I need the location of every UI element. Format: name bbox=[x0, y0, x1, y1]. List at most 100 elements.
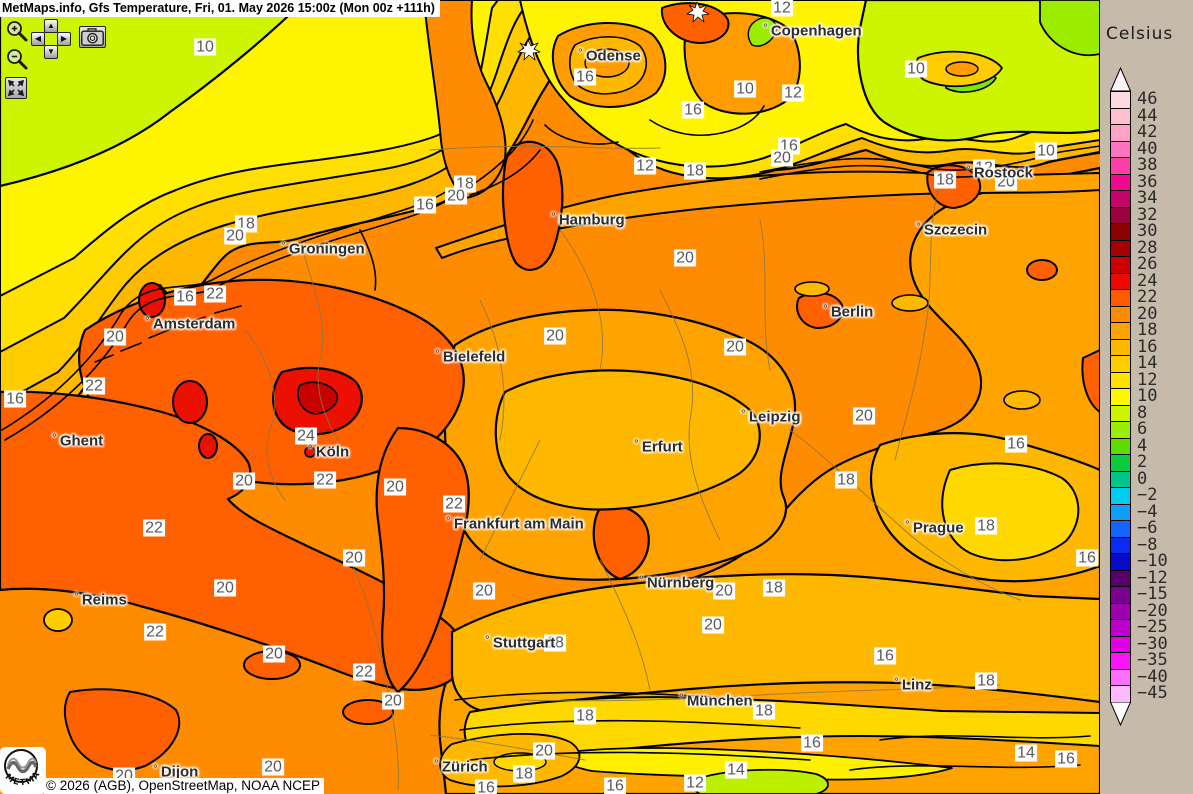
contour-label: 20 bbox=[724, 338, 746, 356]
weather-map-canvas[interactable]: 10 16 12 10 12 16 10 10 12 18 20 12 18 16 20 18 20 16 18 20… bbox=[0, 0, 1100, 794]
city-name: Hamburg bbox=[558, 211, 625, 229]
city-label: ° Köln bbox=[308, 442, 349, 461]
contour-label: 16 bbox=[801, 734, 823, 752]
contour-label: 16 bbox=[475, 779, 497, 794]
contour-label: 22 bbox=[353, 663, 375, 681]
legend-value: 38 bbox=[1137, 155, 1158, 176]
contour-label: 20 bbox=[995, 173, 1017, 191]
legend-swatch bbox=[1110, 586, 1131, 604]
legend-swatch bbox=[1110, 206, 1131, 224]
city-label: ° Bielefeld bbox=[435, 347, 505, 366]
legend-value: 46 bbox=[1137, 89, 1158, 110]
city-marker-icon: ° bbox=[74, 589, 79, 604]
contour-label: 16 bbox=[574, 68, 596, 86]
city-name: Erfurt bbox=[641, 438, 683, 456]
contour-label: 12 bbox=[782, 84, 804, 102]
legend-value: 28 bbox=[1137, 237, 1158, 258]
pan-right-button[interactable]: ▶ bbox=[57, 32, 71, 46]
legend-value: 30 bbox=[1137, 221, 1158, 242]
contour-label: 20 bbox=[533, 742, 555, 760]
zoom-in-button[interactable] bbox=[5, 19, 29, 43]
legend-swatch bbox=[1110, 503, 1131, 521]
city-marker-icon: ° bbox=[446, 513, 451, 528]
legend-swatch bbox=[1110, 602, 1131, 620]
legend-value: 32 bbox=[1137, 204, 1158, 225]
legend-value: −30 bbox=[1137, 633, 1168, 654]
contour-label: 20 bbox=[214, 579, 236, 597]
zoom-out-button[interactable] bbox=[5, 47, 29, 71]
magnifier-plus-icon bbox=[7, 21, 28, 42]
fullscreen-button[interactable] bbox=[5, 77, 27, 99]
legend-value: 16 bbox=[1137, 336, 1158, 357]
attribution: © 2026 (AGB), OpenStreetMap, NOAA NCEP bbox=[44, 778, 325, 794]
contour-label: 20 bbox=[224, 227, 246, 245]
legend-value: −4 bbox=[1137, 501, 1158, 522]
contour-label: 12 bbox=[684, 774, 706, 792]
city-marker-icon: ° bbox=[435, 346, 440, 361]
snapshot-button[interactable] bbox=[79, 26, 106, 48]
city-name: Berlin bbox=[830, 303, 874, 321]
legend-swatch bbox=[1110, 652, 1131, 670]
legend-swatch bbox=[1110, 322, 1131, 340]
legend-value: −2 bbox=[1137, 485, 1158, 506]
legend-value: 2 bbox=[1137, 452, 1148, 473]
contour-label: 16 bbox=[604, 777, 626, 794]
legend-swatch bbox=[1110, 289, 1131, 307]
city-marker-icon: ° bbox=[434, 756, 439, 771]
legend-value: 10 bbox=[1137, 386, 1158, 407]
legend-bottom-triangle bbox=[1110, 702, 1131, 726]
legend-swatch bbox=[1110, 685, 1131, 703]
contour-label: 18 bbox=[544, 634, 566, 652]
city-marker-icon: ° bbox=[551, 209, 556, 224]
pan-up-button[interactable]: ▲ bbox=[44, 19, 58, 33]
city-label: ° Dijon bbox=[153, 762, 198, 781]
contour-label: 20 bbox=[702, 616, 724, 634]
legend-value: −25 bbox=[1137, 617, 1168, 638]
city-label: ° Rostock bbox=[966, 163, 1033, 182]
legend-value: 6 bbox=[1137, 419, 1148, 440]
legend-value: 12 bbox=[1137, 369, 1158, 390]
legend-value: 44 bbox=[1137, 105, 1158, 126]
pan-down-button[interactable]: ▼ bbox=[44, 45, 58, 59]
city-marker-icon: ° bbox=[894, 674, 899, 689]
metmaps-logo[interactable]: METMAPS bbox=[0, 740, 46, 794]
legend-value: 40 bbox=[1137, 138, 1158, 159]
legend-swatch bbox=[1110, 190, 1131, 208]
pan-left-button[interactable]: ◀ bbox=[31, 32, 45, 46]
contour-label: 10 bbox=[194, 38, 216, 56]
legend-value: −35 bbox=[1137, 650, 1168, 671]
city-name: Amsterdam bbox=[152, 315, 236, 333]
city-marker-icon: ° bbox=[916, 219, 921, 234]
legend-swatch bbox=[1110, 569, 1131, 587]
contour-label: 22 bbox=[144, 623, 166, 641]
contour-label: 20 bbox=[713, 582, 735, 600]
city-marker-icon: ° bbox=[485, 632, 490, 647]
contour-label: 20 bbox=[853, 407, 875, 425]
city-name: Prague bbox=[912, 519, 964, 537]
legend-swatch bbox=[1110, 355, 1131, 373]
contour-label: 16 bbox=[174, 288, 196, 306]
legend-swatch bbox=[1110, 272, 1131, 290]
city-name: Dijon bbox=[160, 763, 199, 781]
city-label: ° München bbox=[679, 691, 753, 710]
legend-swatch bbox=[1110, 173, 1131, 191]
contour-label: 16 bbox=[1055, 750, 1077, 768]
city-name: Nürnberg bbox=[646, 574, 715, 592]
contour-label: 20 bbox=[262, 758, 284, 776]
city-label: ° Reims bbox=[74, 590, 127, 609]
legend-value: −8 bbox=[1137, 534, 1158, 555]
contour-label: 14 bbox=[725, 761, 747, 779]
white-star-glyph bbox=[517, 1, 710, 61]
legend-value: 8 bbox=[1137, 402, 1148, 423]
legend-value: 20 bbox=[1137, 303, 1158, 324]
legend-value: −45 bbox=[1137, 683, 1168, 704]
legend-value: 4 bbox=[1137, 435, 1148, 456]
city-name: Leipzig bbox=[748, 408, 801, 426]
legend-value: 36 bbox=[1137, 171, 1158, 192]
city-label: ° Szczecin bbox=[916, 220, 987, 239]
city-marker-icon: ° bbox=[281, 238, 286, 253]
contour-label: 12 bbox=[973, 159, 995, 177]
city-marker-icon: ° bbox=[679, 690, 684, 705]
legend-swatch bbox=[1110, 91, 1131, 109]
contour-label: 24 bbox=[295, 427, 317, 445]
